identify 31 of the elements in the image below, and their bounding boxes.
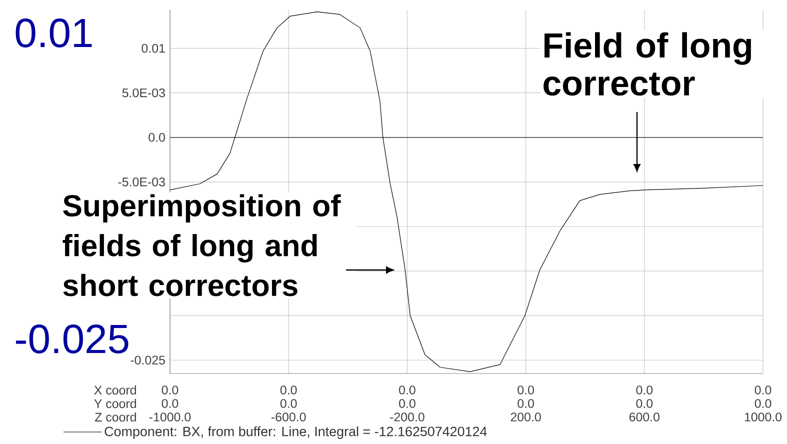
text: X coord [94,385,136,395]
text: Z coord [94,412,136,422]
y-tick-label: -5.0E-03 [118,178,165,186]
annotation: Superimposition of fields of long and short correctors [62,194,341,296]
text: -0.025 [16,324,128,354]
text: 0.0 [280,386,297,394]
x-tick-label: -1000.0 [149,412,191,422]
legend-label: Component: BX, from buffer: Line, Integral = -12.162507420124 [104,426,487,439]
text: 0.0 [280,399,297,408]
text: Y coord [94,398,136,408]
text: 0.0 [399,386,416,394]
x-tick-label: 200.0 [510,412,541,422]
annotation: Field of long corrector [544,32,752,96]
text: 0.0 [518,386,534,394]
y-tick-label: 5.0E-03 [122,88,165,98]
y-tick-label: -0.025 [130,356,165,365]
text: 0.0 [162,386,178,394]
x-tick-label: -600.0 [271,412,306,422]
text: 0.0 [636,386,653,394]
text: 0.0 [399,399,416,408]
x-tick-label: 600.0 [629,412,660,422]
text: 0.0 [754,399,772,408]
x-tick-label: 1000.0 [744,412,782,422]
text: 0.0 [162,399,178,408]
text: 0.01 [16,18,92,48]
x-tick-label: -200.0 [390,412,424,422]
y-tick-label: 0.01 [142,44,165,53]
text: 0.0 [518,399,534,408]
text: 0.0 [636,399,653,408]
y-tick-label: 0.0 [148,133,165,142]
text: 0.0 [754,386,772,394]
